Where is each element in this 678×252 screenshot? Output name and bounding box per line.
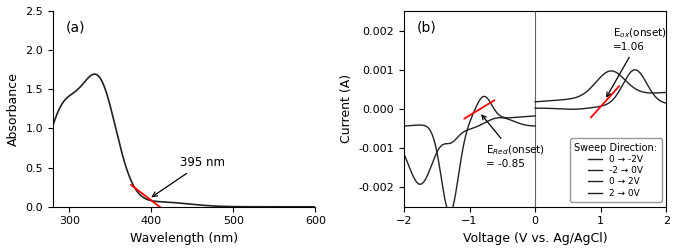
X-axis label: Voltage (V vs. Ag/AgCl): Voltage (V vs. Ag/AgCl) bbox=[463, 232, 607, 245]
Text: (a): (a) bbox=[66, 21, 85, 35]
Legend: 0 → -2V, -2 → 0V, 0 → 2V, 2 → 0V: 0 → -2V, -2 → 0V, 0 → 2V, 2 → 0V bbox=[570, 138, 662, 202]
Y-axis label: Absorbance: Absorbance bbox=[7, 72, 20, 146]
Text: E$_{Red}$(onset)
= -0.85: E$_{Red}$(onset) = -0.85 bbox=[482, 115, 545, 169]
Y-axis label: Current (A): Current (A) bbox=[340, 74, 353, 143]
Text: E$_{ox}$(onset)
=1.06: E$_{ox}$(onset) =1.06 bbox=[607, 27, 666, 97]
Text: (b): (b) bbox=[417, 21, 437, 35]
Text: 395 nm: 395 nm bbox=[153, 156, 225, 197]
X-axis label: Wavelength (nm): Wavelength (nm) bbox=[130, 232, 238, 245]
